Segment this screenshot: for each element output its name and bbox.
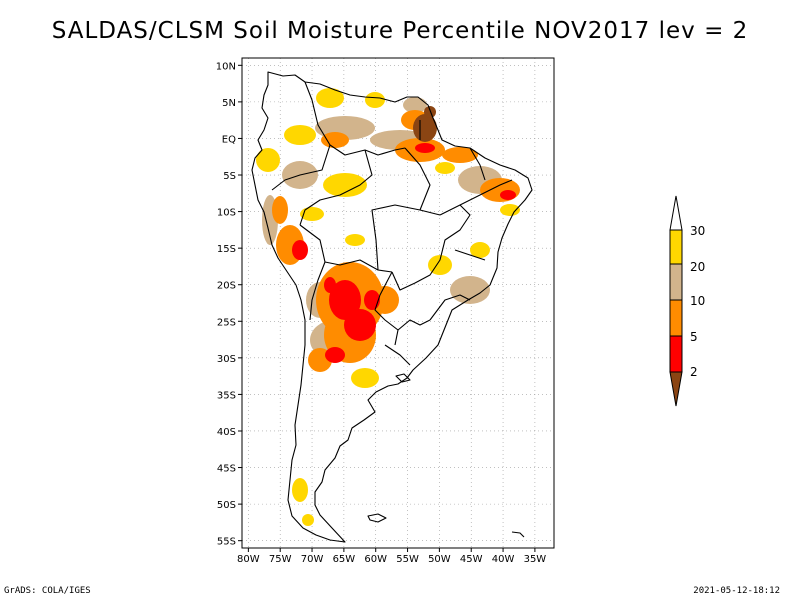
lat-tick-label: 50S <box>217 500 236 511</box>
latitude-labels: 10N 5N EQ 5S 10S 15S 20S 25S 30S 35S 40S 45S 50S 55S <box>216 61 242 548</box>
lat-tick-label: 55S <box>217 537 236 548</box>
legend-label-20: 20 <box>690 260 705 274</box>
lon-tick-label: 65W <box>333 554 356 565</box>
legend-swatch-20-30 <box>669 229 683 265</box>
legend-label-10: 10 <box>690 294 705 308</box>
lat-tick-label: 40S <box>217 427 236 438</box>
lon-tick-label: 45W <box>460 554 483 565</box>
lat-tick-label: 35S <box>217 390 236 401</box>
lon-tick-label: 35W <box>524 554 547 565</box>
footer-timestamp: 2021-05-12-18:12 <box>693 586 780 596</box>
longitude-labels: 80W 75W 70W 65W 60W 55W 50W 45W 40W 35W <box>237 548 546 565</box>
legend-swatch-5-10 <box>669 299 683 337</box>
lon-tick-label: 80W <box>237 554 260 565</box>
map-title: SALDAS/CLSM Soil Moisture Percentile NOV… <box>51 18 749 44</box>
lat-tick-label: 20S <box>217 281 236 292</box>
legend-label-5: 5 <box>690 330 698 344</box>
lat-tick-label: 10N <box>216 61 236 72</box>
lat-tick-label: 25S <box>217 317 236 328</box>
legend-label-2: 2 <box>690 365 698 379</box>
lat-tick-label: 15S <box>217 244 236 255</box>
lat-tick-label: 5N <box>222 98 236 109</box>
lon-tick-label: 60W <box>364 554 387 565</box>
lat-tick-label: 10S <box>217 208 236 219</box>
lon-tick-label: 55W <box>396 554 419 565</box>
legend-arrow-below2 <box>669 371 683 407</box>
coastline <box>251 71 533 543</box>
color-legend: 30 20 10 5 2 <box>669 195 705 407</box>
map-frame <box>241 57 555 549</box>
lon-tick-label: 70W <box>301 554 324 565</box>
lon-tick-label: 40W <box>492 554 515 565</box>
legend-arrow-above30 <box>669 195 683 231</box>
lat-tick-label: EQ <box>222 134 236 145</box>
lat-tick-label: 5S <box>223 171 236 182</box>
soil-moisture-patches <box>256 88 520 526</box>
lon-tick-label: 50W <box>428 554 451 565</box>
footer-credit: GrADS: COLA/IGES <box>4 586 91 596</box>
lat-tick-label: 45S <box>217 464 236 475</box>
legend-swatch-10-20 <box>669 263 683 301</box>
legend-label-30: 30 <box>690 224 705 238</box>
lon-tick-label: 75W <box>269 554 292 565</box>
lat-tick-label: 30S <box>217 354 236 365</box>
legend-swatch-2-5 <box>669 335 683 373</box>
